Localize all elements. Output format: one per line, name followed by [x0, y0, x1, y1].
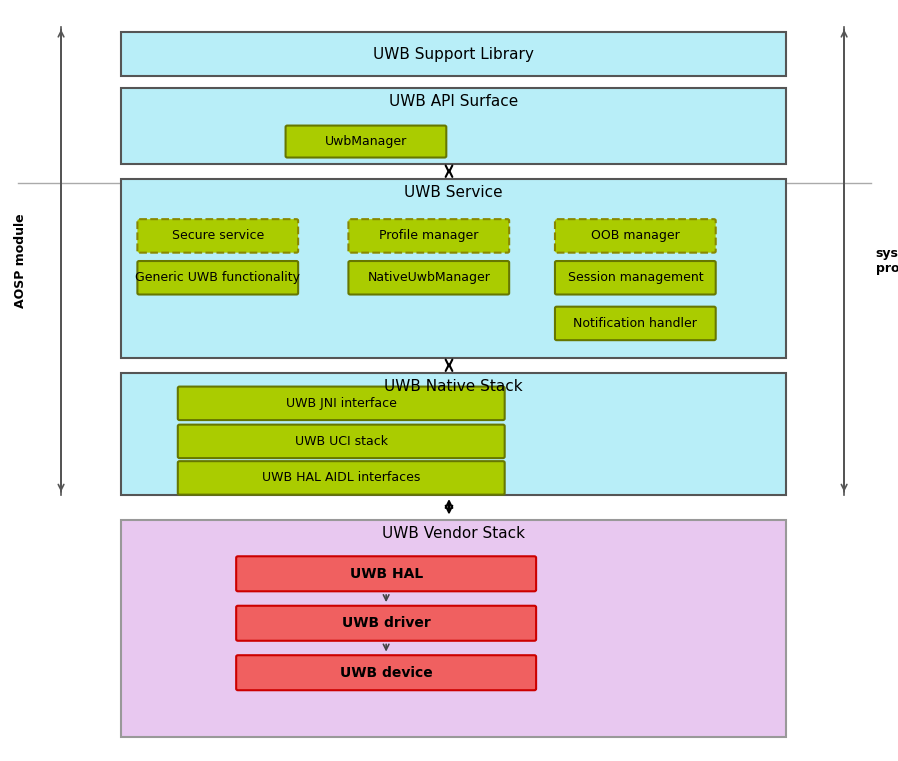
- FancyBboxPatch shape: [178, 425, 505, 458]
- Text: system_server
process: system_server process: [876, 247, 898, 275]
- FancyBboxPatch shape: [236, 606, 536, 641]
- Text: UWB device: UWB device: [339, 666, 433, 680]
- Bar: [121, 88, 786, 164]
- FancyBboxPatch shape: [555, 261, 716, 295]
- FancyBboxPatch shape: [178, 461, 505, 495]
- Text: Profile manager: Profile manager: [379, 229, 479, 243]
- Bar: [121, 373, 786, 495]
- Text: UWB UCI stack: UWB UCI stack: [295, 435, 388, 448]
- Text: UWB driver: UWB driver: [342, 616, 430, 630]
- Bar: [121, 32, 786, 76]
- Text: UwbManager: UwbManager: [325, 135, 407, 148]
- FancyBboxPatch shape: [348, 219, 509, 253]
- Text: Notification handler: Notification handler: [574, 317, 697, 330]
- Text: UWB Support Library: UWB Support Library: [373, 46, 534, 62]
- FancyBboxPatch shape: [178, 387, 505, 420]
- Text: UWB HAL: UWB HAL: [349, 567, 423, 581]
- Text: UWB Native Stack: UWB Native Stack: [384, 379, 523, 394]
- Text: Session management: Session management: [568, 271, 703, 285]
- Text: UWB HAL AIDL interfaces: UWB HAL AIDL interfaces: [262, 471, 420, 485]
- Text: Secure service: Secure service: [172, 229, 264, 243]
- Text: UWB API Surface: UWB API Surface: [389, 94, 518, 109]
- Bar: [121, 179, 786, 358]
- Bar: [121, 520, 786, 737]
- Text: Generic UWB functionality: Generic UWB functionality: [136, 271, 300, 285]
- Text: NativeUwbManager: NativeUwbManager: [367, 271, 490, 285]
- FancyBboxPatch shape: [137, 261, 298, 295]
- FancyBboxPatch shape: [236, 556, 536, 591]
- FancyBboxPatch shape: [137, 219, 298, 253]
- Text: UWB Service: UWB Service: [404, 185, 503, 200]
- FancyBboxPatch shape: [555, 219, 716, 253]
- Text: AOSP module: AOSP module: [14, 213, 27, 308]
- Text: UWB Vendor Stack: UWB Vendor Stack: [382, 526, 525, 541]
- FancyBboxPatch shape: [348, 261, 509, 295]
- FancyBboxPatch shape: [555, 307, 716, 340]
- Text: UWB JNI interface: UWB JNI interface: [286, 396, 397, 410]
- FancyBboxPatch shape: [236, 655, 536, 690]
- FancyBboxPatch shape: [286, 126, 446, 158]
- Text: OOB manager: OOB manager: [591, 229, 680, 243]
